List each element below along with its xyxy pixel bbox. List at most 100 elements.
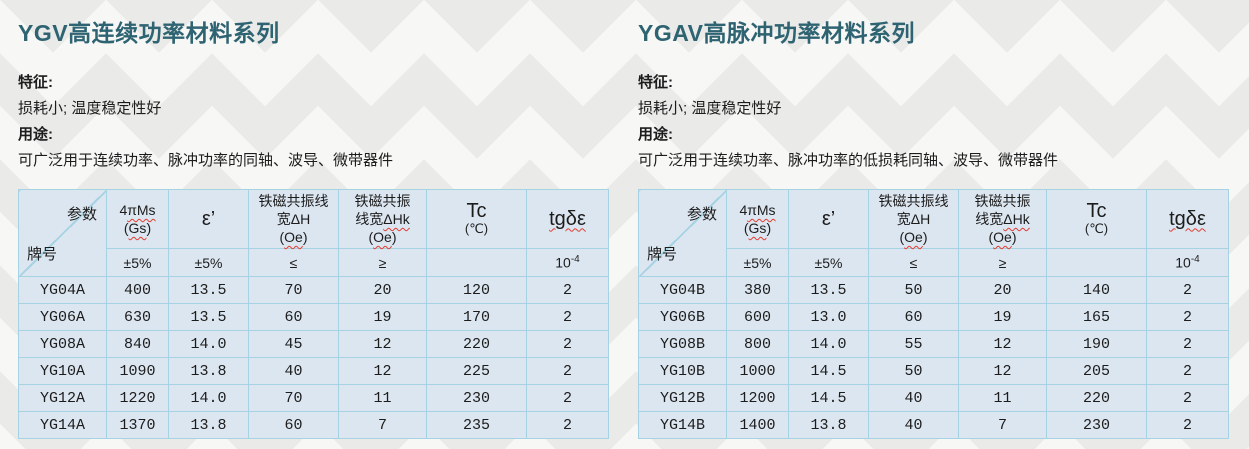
dh-unit-open: ( (899, 229, 905, 245)
table-cell: 13.8 (168, 357, 249, 385)
table-cell: YG06A (18, 303, 107, 331)
section-title: YGAV高脉冲功率材料系列 (638, 20, 915, 46)
table-cell: 2 (526, 411, 609, 439)
table-cell: 2 (1146, 411, 1229, 439)
dhk-unit-close: ) (1011, 229, 1017, 245)
table-cell: YG10A (18, 357, 107, 385)
tgde-label: tgδε (549, 207, 586, 230)
header-dh: 铁磁共振线 宽ΔH (Oe) (868, 189, 959, 249)
table-cell: 20 (338, 276, 427, 304)
sub-tgde: 10-4 (1146, 248, 1229, 277)
table-cell: YG14B (638, 411, 727, 439)
table-cell: 2 (1146, 303, 1229, 331)
dhk-line2-plain: 线宽 (975, 211, 1004, 227)
table-cell: 2 (1146, 330, 1229, 358)
table-cell: 400 (106, 276, 169, 304)
dhk-unit-open: ( (988, 229, 994, 245)
table-cell: 12 (338, 357, 427, 385)
corner-param-label: 参数 (686, 206, 717, 223)
tc-label: Tc (466, 199, 487, 222)
section-title: YGV高连续功率材料系列 (18, 20, 280, 46)
tc-unit: (℃) (1084, 220, 1109, 236)
table-cell: 7 (958, 411, 1047, 439)
table-row: YG04A 400 13.5 70 20 120 2 (18, 276, 609, 304)
ms-unit: Gs (748, 220, 767, 236)
dhk-unit: Oe (373, 229, 392, 245)
dhk-line2-plain: 线宽 (355, 211, 384, 227)
table-cell: 205 (1046, 357, 1147, 385)
table-row: YG08B 800 14.0 55 12 190 2 (638, 330, 1229, 358)
table-cell: 14.5 (788, 384, 869, 412)
table-cell: 60 (868, 303, 959, 331)
table-cell: 12 (958, 357, 1047, 385)
header-tc: Tc (℃) (1046, 189, 1147, 249)
table-cell: 40 (868, 411, 959, 439)
table-cell: YG12B (638, 384, 727, 412)
sub-eps: ±5% (168, 248, 249, 277)
features-label: 特征: (18, 74, 53, 91)
table-cell: 40 (868, 384, 959, 412)
corner-brand-label: 牌号 (647, 246, 678, 263)
table-cell: 2 (526, 357, 609, 385)
tgde-base: 10 (555, 254, 571, 271)
corner-cell: 参数 牌号 (18, 189, 107, 277)
corner-brand-label: 牌号 (27, 246, 58, 263)
table-cell: 14.5 (788, 357, 869, 385)
table-cell: 2 (1146, 357, 1229, 385)
tgde-sup: -4 (570, 254, 580, 266)
table-cell: 13.8 (788, 411, 869, 439)
ms-unit: Gs (128, 220, 147, 236)
sub-tgde: 10-4 (526, 248, 609, 277)
table-cell: 13.5 (168, 276, 249, 304)
table-cell: 13.5 (168, 303, 249, 331)
sub-dhk: ≥ (338, 248, 427, 277)
table-cell: 1090 (106, 357, 169, 385)
table-row: YG08A 840 14.0 45 12 220 2 (18, 330, 609, 358)
corner-cell: 参数 牌号 (638, 189, 727, 277)
table-row: YG10B 1000 14.5 50 12 205 2 (638, 357, 1229, 385)
table-cell: 230 (426, 384, 527, 412)
table-cell: 1370 (106, 411, 169, 439)
tgde-sup: -4 (1190, 254, 1200, 266)
table-cell: 235 (426, 411, 527, 439)
corner-param-label: 参数 (66, 206, 97, 223)
table-cell: YG04B (638, 276, 727, 304)
table-cell: 1400 (726, 411, 789, 439)
ms-unit-close: ) (766, 220, 772, 236)
table-cell: 2 (526, 330, 609, 358)
usage-label: 用途: (18, 126, 53, 143)
header-dh: 铁磁共振线 宽ΔH (Oe) (248, 189, 339, 249)
table-cell: 225 (426, 357, 527, 385)
ms-unit-open: ( (123, 220, 129, 236)
dh-line2: 宽ΔH (896, 211, 931, 227)
table-cell: YG08B (638, 330, 727, 358)
dhk-unit-open: ( (368, 229, 374, 245)
ms-prefix: 4 (739, 202, 748, 218)
dhk-line1: 铁磁共振 (354, 193, 411, 209)
ms-prefix: 4 (119, 202, 128, 218)
sub-dh: ≤ (248, 248, 339, 277)
dhk-unit-close: ) (391, 229, 397, 245)
dh-unit: Oe (284, 229, 303, 245)
table-cell: 120 (426, 276, 527, 304)
ms-wavy: πMs (127, 202, 156, 218)
table-cell: 19 (958, 303, 1047, 331)
page: YGV高连续功率材料系列 特征: 损耗小; 温度稳定性好 用途: 可广泛用于连续… (18, 20, 1229, 439)
dh-unit-close: ) (922, 229, 928, 245)
table-row: YG10A 1090 13.8 40 12 225 2 (18, 357, 609, 385)
tgde-base: 10 (1175, 254, 1191, 271)
table-cell: 840 (106, 330, 169, 358)
sub-dhk: ≥ (958, 248, 1047, 277)
header-dhk: 铁磁共振 线宽ΔHk (Oe) (958, 189, 1047, 249)
spec-table-ygv: 参数 牌号 4πMs (Gs) ε’ 铁磁共振线 宽ΔH (Oe) (18, 189, 609, 439)
table-cell: 800 (726, 330, 789, 358)
table-cell: YG12A (18, 384, 107, 412)
table-cell: 13.0 (788, 303, 869, 331)
table-cell: 2 (526, 384, 609, 412)
table-cell: 600 (726, 303, 789, 331)
features-text: 损耗小; 温度稳定性好 (18, 100, 162, 117)
table-cell: 2 (1146, 384, 1229, 412)
table-cell: 50 (868, 276, 959, 304)
table-cell: 1000 (726, 357, 789, 385)
usage-text: 可广泛用于连续功率、脉冲功率的低损耗同轴、波导、微带器件 (638, 152, 1059, 169)
